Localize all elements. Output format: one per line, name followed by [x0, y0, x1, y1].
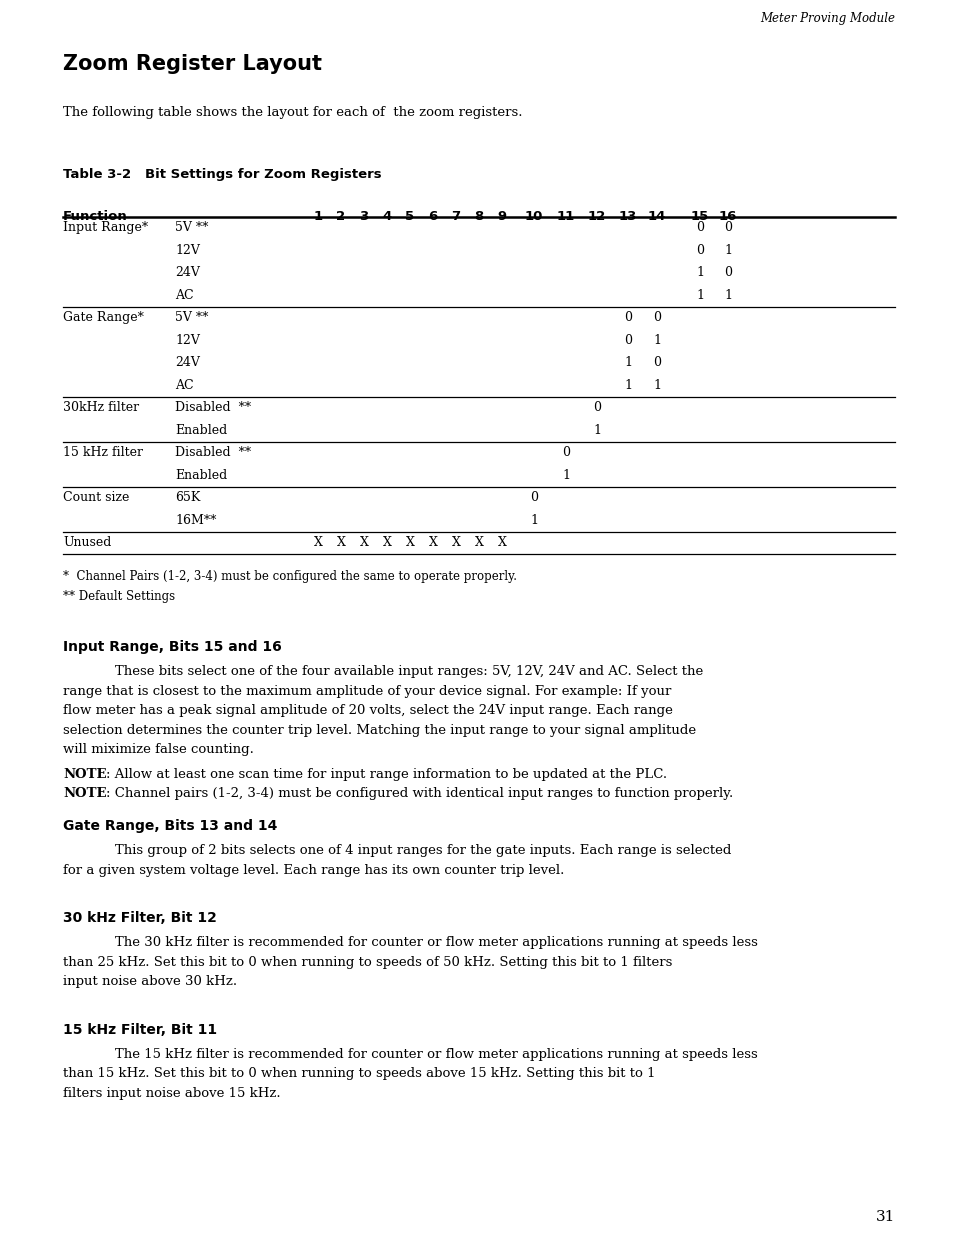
- Text: X: X: [405, 536, 414, 550]
- Text: 65K: 65K: [174, 492, 200, 504]
- Text: This group of 2 bits selects one of 4 input ranges for the gate inputs. Each ran: This group of 2 bits selects one of 4 in…: [115, 845, 731, 857]
- Text: X: X: [474, 536, 483, 550]
- Text: 5V **: 5V **: [174, 311, 208, 325]
- Text: 11: 11: [557, 210, 575, 224]
- Text: 0: 0: [696, 243, 703, 257]
- Text: AC: AC: [174, 379, 193, 391]
- Text: 24V: 24V: [174, 357, 200, 369]
- Text: 13: 13: [618, 210, 637, 224]
- Text: 0: 0: [696, 221, 703, 235]
- Text: 1: 1: [530, 514, 537, 527]
- Text: 16M**: 16M**: [174, 514, 216, 527]
- Text: 9: 9: [497, 210, 506, 224]
- Text: AC: AC: [174, 289, 193, 301]
- Text: 10: 10: [524, 210, 542, 224]
- Text: 3: 3: [359, 210, 368, 224]
- Text: Disabled  **: Disabled **: [174, 446, 251, 459]
- Text: Zoom Register Layout: Zoom Register Layout: [63, 54, 322, 74]
- Text: NOTE: NOTE: [63, 768, 107, 781]
- Text: 0: 0: [623, 333, 631, 347]
- Text: 12V: 12V: [174, 333, 200, 347]
- Text: X: X: [359, 536, 368, 550]
- Text: 30kHz filter: 30kHz filter: [63, 401, 139, 414]
- Text: 1: 1: [652, 333, 660, 347]
- Text: 24V: 24V: [174, 267, 200, 279]
- Text: The following table shows the layout for each of  the zoom registers.: The following table shows the layout for…: [63, 106, 522, 119]
- Text: for a given system voltage level. Each range has its own counter trip level.: for a given system voltage level. Each r…: [63, 864, 564, 877]
- Text: X: X: [451, 536, 460, 550]
- Text: than 15 kHz. Set this bit to 0 when running to speeds above 15 kHz. Setting this: than 15 kHz. Set this bit to 0 when runn…: [63, 1067, 655, 1081]
- Text: Meter Proving Module: Meter Proving Module: [760, 12, 894, 25]
- Text: Gate Range, Bits 13 and 14: Gate Range, Bits 13 and 14: [63, 820, 277, 834]
- Text: 0: 0: [561, 446, 569, 459]
- Text: Gate Range*: Gate Range*: [63, 311, 144, 325]
- Text: 8: 8: [474, 210, 483, 224]
- Text: 30 kHz Filter, Bit 12: 30 kHz Filter, Bit 12: [63, 911, 216, 925]
- Text: 0: 0: [593, 401, 600, 414]
- Text: 2: 2: [336, 210, 345, 224]
- Text: 14: 14: [647, 210, 665, 224]
- Text: X: X: [314, 536, 322, 550]
- Text: 1: 1: [314, 210, 322, 224]
- Text: input noise above 30 kHz.: input noise above 30 kHz.: [63, 976, 237, 988]
- Text: 15: 15: [690, 210, 708, 224]
- Text: 1: 1: [561, 469, 569, 482]
- Text: 1: 1: [723, 289, 731, 301]
- Text: 0: 0: [530, 492, 537, 504]
- Text: 31: 31: [875, 1210, 894, 1224]
- Text: 0: 0: [623, 311, 631, 325]
- Text: X: X: [382, 536, 391, 550]
- Text: These bits select one of the four available input ranges: 5V, 12V, 24V and AC. S: These bits select one of the four availa…: [115, 666, 702, 678]
- Text: 16: 16: [718, 210, 737, 224]
- Text: selection determines the counter trip level. Matching the input range to your si: selection determines the counter trip le…: [63, 724, 696, 737]
- Text: Enabled: Enabled: [174, 469, 227, 482]
- Text: Enabled: Enabled: [174, 424, 227, 437]
- Text: 15 kHz Filter, Bit 11: 15 kHz Filter, Bit 11: [63, 1023, 217, 1037]
- Text: X: X: [497, 536, 506, 550]
- Text: Function: Function: [63, 210, 128, 224]
- Text: 12: 12: [587, 210, 605, 224]
- Text: : Channel pairs (1-2, 3-4) must be configured with identical input ranges to fun: : Channel pairs (1-2, 3-4) must be confi…: [106, 788, 733, 800]
- Text: 1: 1: [652, 379, 660, 391]
- Text: 0: 0: [652, 311, 660, 325]
- Text: Table 3-2   Bit Settings for Zoom Registers: Table 3-2 Bit Settings for Zoom Register…: [63, 168, 381, 182]
- Text: flow meter has a peak signal amplitude of 20 volts, select the 24V input range. : flow meter has a peak signal amplitude o…: [63, 704, 672, 718]
- Text: 4: 4: [382, 210, 392, 224]
- Text: Unused: Unused: [63, 536, 112, 550]
- Text: ** Default Settings: ** Default Settings: [63, 590, 175, 604]
- Text: will miximize false counting.: will miximize false counting.: [63, 743, 253, 757]
- Text: range that is closest to the maximum amplitude of your device signal. For exampl: range that is closest to the maximum amp…: [63, 685, 671, 698]
- Text: 15 kHz filter: 15 kHz filter: [63, 446, 143, 459]
- Text: NOTE: NOTE: [63, 788, 107, 800]
- Text: The 30 kHz filter is recommended for counter or flow meter applications running : The 30 kHz filter is recommended for cou…: [115, 936, 757, 950]
- Text: The 15 kHz filter is recommended for counter or flow meter applications running : The 15 kHz filter is recommended for cou…: [115, 1049, 757, 1061]
- Text: 1: 1: [723, 243, 731, 257]
- Text: 0: 0: [723, 221, 731, 235]
- Text: 0: 0: [652, 357, 660, 369]
- Text: 5V **: 5V **: [174, 221, 208, 235]
- Text: Count size: Count size: [63, 492, 130, 504]
- Text: than 25 kHz. Set this bit to 0 when running to speeds of 50 kHz. Setting this bi: than 25 kHz. Set this bit to 0 when runn…: [63, 956, 672, 969]
- Text: 1: 1: [696, 267, 703, 279]
- Text: Input Range, Bits 15 and 16: Input Range, Bits 15 and 16: [63, 641, 281, 655]
- Text: : Allow at least one scan time for input range information to be updated at the : : Allow at least one scan time for input…: [106, 768, 666, 781]
- Text: Input Range*: Input Range*: [63, 221, 148, 235]
- Text: 12V: 12V: [174, 243, 200, 257]
- Text: *  Channel Pairs (1-2, 3-4) must be configured the same to operate properly.: * Channel Pairs (1-2, 3-4) must be confi…: [63, 571, 517, 583]
- Text: 1: 1: [623, 357, 631, 369]
- Text: Disabled  **: Disabled **: [174, 401, 251, 414]
- Text: 5: 5: [405, 210, 415, 224]
- Text: 1: 1: [696, 289, 703, 301]
- Text: 0: 0: [723, 267, 731, 279]
- Text: 1: 1: [593, 424, 600, 437]
- Text: 6: 6: [428, 210, 437, 224]
- Text: filters input noise above 15 kHz.: filters input noise above 15 kHz.: [63, 1087, 280, 1100]
- Text: 1: 1: [623, 379, 631, 391]
- Text: X: X: [428, 536, 437, 550]
- Text: 7: 7: [451, 210, 460, 224]
- Text: X: X: [336, 536, 345, 550]
